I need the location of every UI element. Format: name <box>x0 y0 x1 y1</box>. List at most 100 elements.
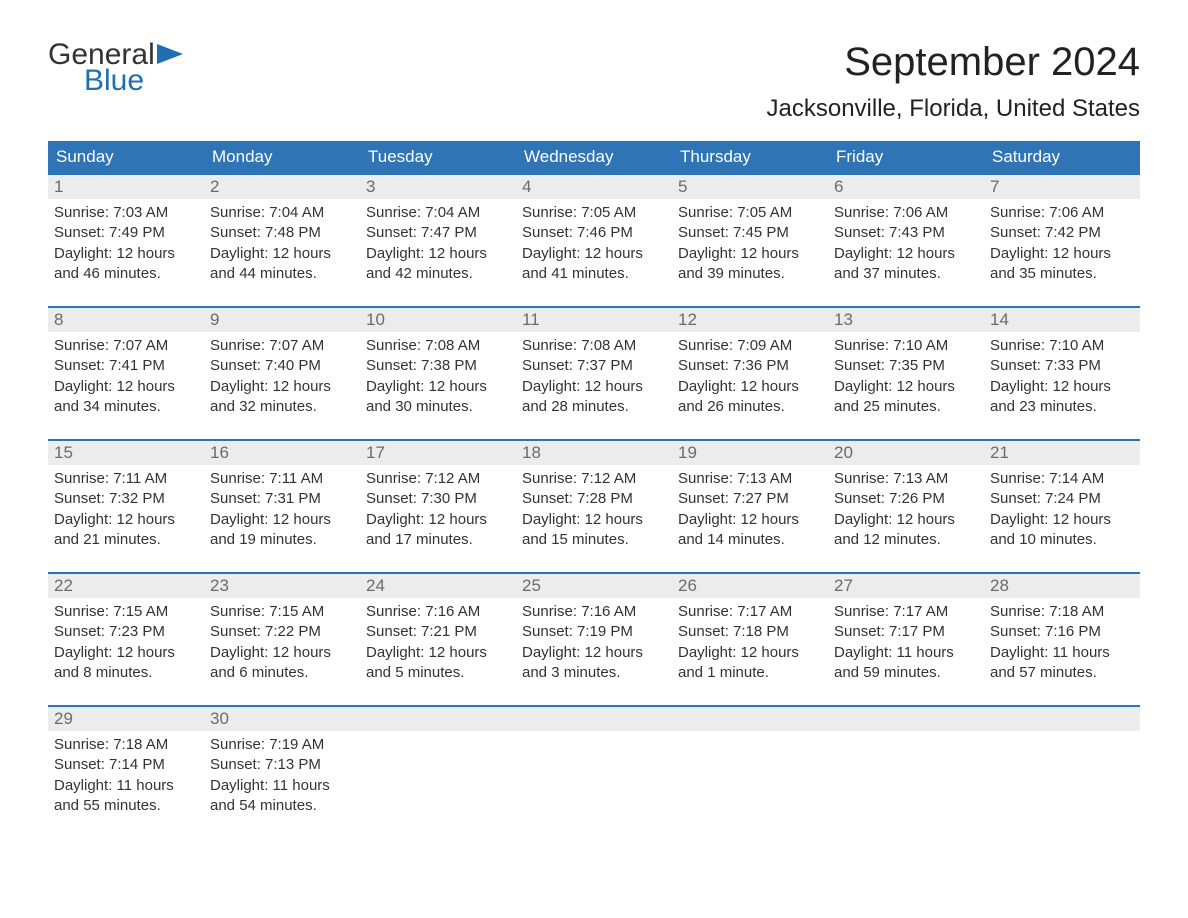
sunset-text: Sunset: 7:37 PM <box>522 356 666 376</box>
day-content: Sunrise: 7:08 AMSunset: 7:37 PMDaylight:… <box>516 332 672 423</box>
day-number <box>360 707 516 731</box>
sunrise-text: Sunrise: 7:04 AM <box>210 203 354 223</box>
day-number: 19 <box>672 441 828 465</box>
day-content: Sunrise: 7:07 AMSunset: 7:41 PMDaylight:… <box>48 332 204 423</box>
sunset-text: Sunset: 7:42 PM <box>990 223 1134 243</box>
day-cell: 6Sunrise: 7:06 AMSunset: 7:43 PMDaylight… <box>828 175 984 290</box>
sunrise-text: Sunrise: 7:13 AM <box>678 469 822 489</box>
day-content: Sunrise: 7:14 AMSunset: 7:24 PMDaylight:… <box>984 465 1140 556</box>
day-content: Sunrise: 7:18 AMSunset: 7:14 PMDaylight:… <box>48 731 204 822</box>
sunset-text: Sunset: 7:45 PM <box>678 223 822 243</box>
sunrise-text: Sunrise: 7:08 AM <box>366 336 510 356</box>
sunrise-text: Sunrise: 7:07 AM <box>54 336 198 356</box>
daylight-text: Daylight: 12 hours and 26 minutes. <box>678 377 822 418</box>
sunrise-text: Sunrise: 7:05 AM <box>678 203 822 223</box>
day-number: 28 <box>984 574 1140 598</box>
day-cell: 8Sunrise: 7:07 AMSunset: 7:41 PMDaylight… <box>48 308 204 423</box>
day-number: 15 <box>48 441 204 465</box>
day-cell: 22Sunrise: 7:15 AMSunset: 7:23 PMDayligh… <box>48 574 204 689</box>
day-cell: 23 Sunrise: 7:15 AMSunset: 7:22 PMDayligh… <box>204 574 360 689</box>
logo: General Blue <box>48 40 183 96</box>
sunrise-text: Sunrise: 7:08 AM <box>522 336 666 356</box>
daylight-text: Daylight: 12 hours and 19 minutes. <box>210 510 354 551</box>
day-number: 22 <box>48 574 204 598</box>
day-cell <box>360 707 516 822</box>
sunset-text: Sunset: 7:48 PM <box>210 223 354 243</box>
day-number: 17 <box>360 441 516 465</box>
daylight-text: Daylight: 12 hours and 46 minutes. <box>54 244 198 285</box>
day-cell: 2 Sunrise: 7:04 AMSunset: 7:48 PMDaylight… <box>204 175 360 290</box>
day-number: 1 <box>48 175 204 199</box>
day-header-cell: Sunday <box>48 141 204 173</box>
day-content: Sunrise: 7:06 AMSunset: 7:42 PMDaylight:… <box>984 199 1140 290</box>
day-cell: 12Sunrise: 7:09 AMSunset: 7:36 PMDayligh… <box>672 308 828 423</box>
sunrise-text: Sunrise: 7:07 AM <box>210 336 354 356</box>
sunrise-text: Sunrise: 7:16 AM <box>366 602 510 622</box>
day-content: Sunrise: 7:07 AMSunset: 7:40 PMDaylight:… <box>204 332 360 423</box>
day-header-cell: Friday <box>828 141 984 173</box>
sunrise-text: Sunrise: 7:11 AM <box>54 469 198 489</box>
daylight-text: Daylight: 12 hours and 44 minutes. <box>210 244 354 285</box>
sunset-text: Sunset: 7:23 PM <box>54 622 198 642</box>
daylight-text: Daylight: 12 hours and 41 minutes. <box>522 244 666 285</box>
day-header-cell: Monday <box>204 141 360 173</box>
day-number: 18 <box>516 441 672 465</box>
daylight-text: Daylight: 12 hours and 37 minutes. <box>834 244 978 285</box>
day-number: 11 <box>516 308 672 332</box>
sunrise-text: Sunrise: 7:15 AM <box>210 602 354 622</box>
day-cell: 29Sunrise: 7:18 AMSunset: 7:14 PMDayligh… <box>48 707 204 822</box>
day-cell: 7Sunrise: 7:06 AMSunset: 7:42 PMDaylight… <box>984 175 1140 290</box>
day-content: Sunrise: 7:10 AMSunset: 7:35 PMDaylight:… <box>828 332 984 423</box>
sunset-text: Sunset: 7:22 PM <box>210 622 354 642</box>
logo-text-bottom: Blue <box>84 66 183 96</box>
daylight-text: Daylight: 12 hours and 10 minutes. <box>990 510 1134 551</box>
sunset-text: Sunset: 7:21 PM <box>366 622 510 642</box>
day-number: 12 <box>672 308 828 332</box>
day-cell: 17Sunrise: 7:12 AMSunset: 7:30 PMDayligh… <box>360 441 516 556</box>
sunset-text: Sunset: 7:28 PM <box>522 489 666 509</box>
day-header-cell: Saturday <box>984 141 1140 173</box>
day-cell: 11Sunrise: 7:08 AMSunset: 7:37 PMDayligh… <box>516 308 672 423</box>
day-number: 6 <box>828 175 984 199</box>
day-cell: 5Sunrise: 7:05 AMSunset: 7:45 PMDaylight… <box>672 175 828 290</box>
sunrise-text: Sunrise: 7:05 AM <box>522 203 666 223</box>
day-content: Sunrise: 7:06 AMSunset: 7:43 PMDaylight:… <box>828 199 984 290</box>
day-cell: 20Sunrise: 7:13 AMSunset: 7:26 PMDayligh… <box>828 441 984 556</box>
day-cell: 19Sunrise: 7:13 AMSunset: 7:27 PMDayligh… <box>672 441 828 556</box>
daylight-text: Daylight: 12 hours and 32 minutes. <box>210 377 354 418</box>
daylight-text: Daylight: 12 hours and 25 minutes. <box>834 377 978 418</box>
sunset-text: Sunset: 7:32 PM <box>54 489 198 509</box>
sunset-text: Sunset: 7:24 PM <box>990 489 1134 509</box>
page-header: General Blue September 2024 Jacksonville… <box>48 40 1140 123</box>
day-number: 20 <box>828 441 984 465</box>
daylight-text: Daylight: 12 hours and 21 minutes. <box>54 510 198 551</box>
day-cell: 21Sunrise: 7:14 AMSunset: 7:24 PMDayligh… <box>984 441 1140 556</box>
daylight-text: Daylight: 11 hours and 57 minutes. <box>990 643 1134 684</box>
day-content: Sunrise: 7:17 AMSunset: 7:17 PMDaylight:… <box>828 598 984 689</box>
day-number: 2 <box>204 175 360 199</box>
day-cell: 26Sunrise: 7:17 AMSunset: 7:18 PMDayligh… <box>672 574 828 689</box>
day-number <box>984 707 1140 731</box>
sunset-text: Sunset: 7:36 PM <box>678 356 822 376</box>
sunrise-text: Sunrise: 7:13 AM <box>834 469 978 489</box>
day-number: 30 <box>204 707 360 731</box>
sunset-text: Sunset: 7:49 PM <box>54 223 198 243</box>
day-number <box>516 707 672 731</box>
day-content: Sunrise: 7:17 AMSunset: 7:18 PMDaylight:… <box>672 598 828 689</box>
daylight-text: Daylight: 12 hours and 6 minutes. <box>210 643 354 684</box>
day-content: Sunrise: 7:12 AMSunset: 7:28 PMDaylight:… <box>516 465 672 556</box>
day-content: Sunrise: 7:11 AMSunset: 7:31 PMDaylight:… <box>204 465 360 556</box>
day-number: 23 <box>204 574 360 598</box>
day-cell: 25Sunrise: 7:16 AMSunset: 7:19 PMDayligh… <box>516 574 672 689</box>
title-block: September 2024 Jacksonville, Florida, Un… <box>767 40 1141 123</box>
day-content: Sunrise: 7:09 AMSunset: 7:36 PMDaylight:… <box>672 332 828 423</box>
week-row: 29Sunrise: 7:18 AMSunset: 7:14 PMDayligh… <box>48 705 1140 822</box>
sunrise-text: Sunrise: 7:06 AM <box>834 203 978 223</box>
day-cell: 28Sunrise: 7:18 AMSunset: 7:16 PMDayligh… <box>984 574 1140 689</box>
day-number: 7 <box>984 175 1140 199</box>
week-row: 22 Sunrise: 7:15 AM Sunset: 7:23 PM Dayligh… <box>48 572 1140 689</box>
day-number: 14 <box>984 308 1140 332</box>
sunset-text: Sunset: 7:27 PM <box>678 489 822 509</box>
day-cell <box>828 707 984 822</box>
daylight-text: Daylight: 11 hours and 54 minutes. <box>210 776 354 817</box>
